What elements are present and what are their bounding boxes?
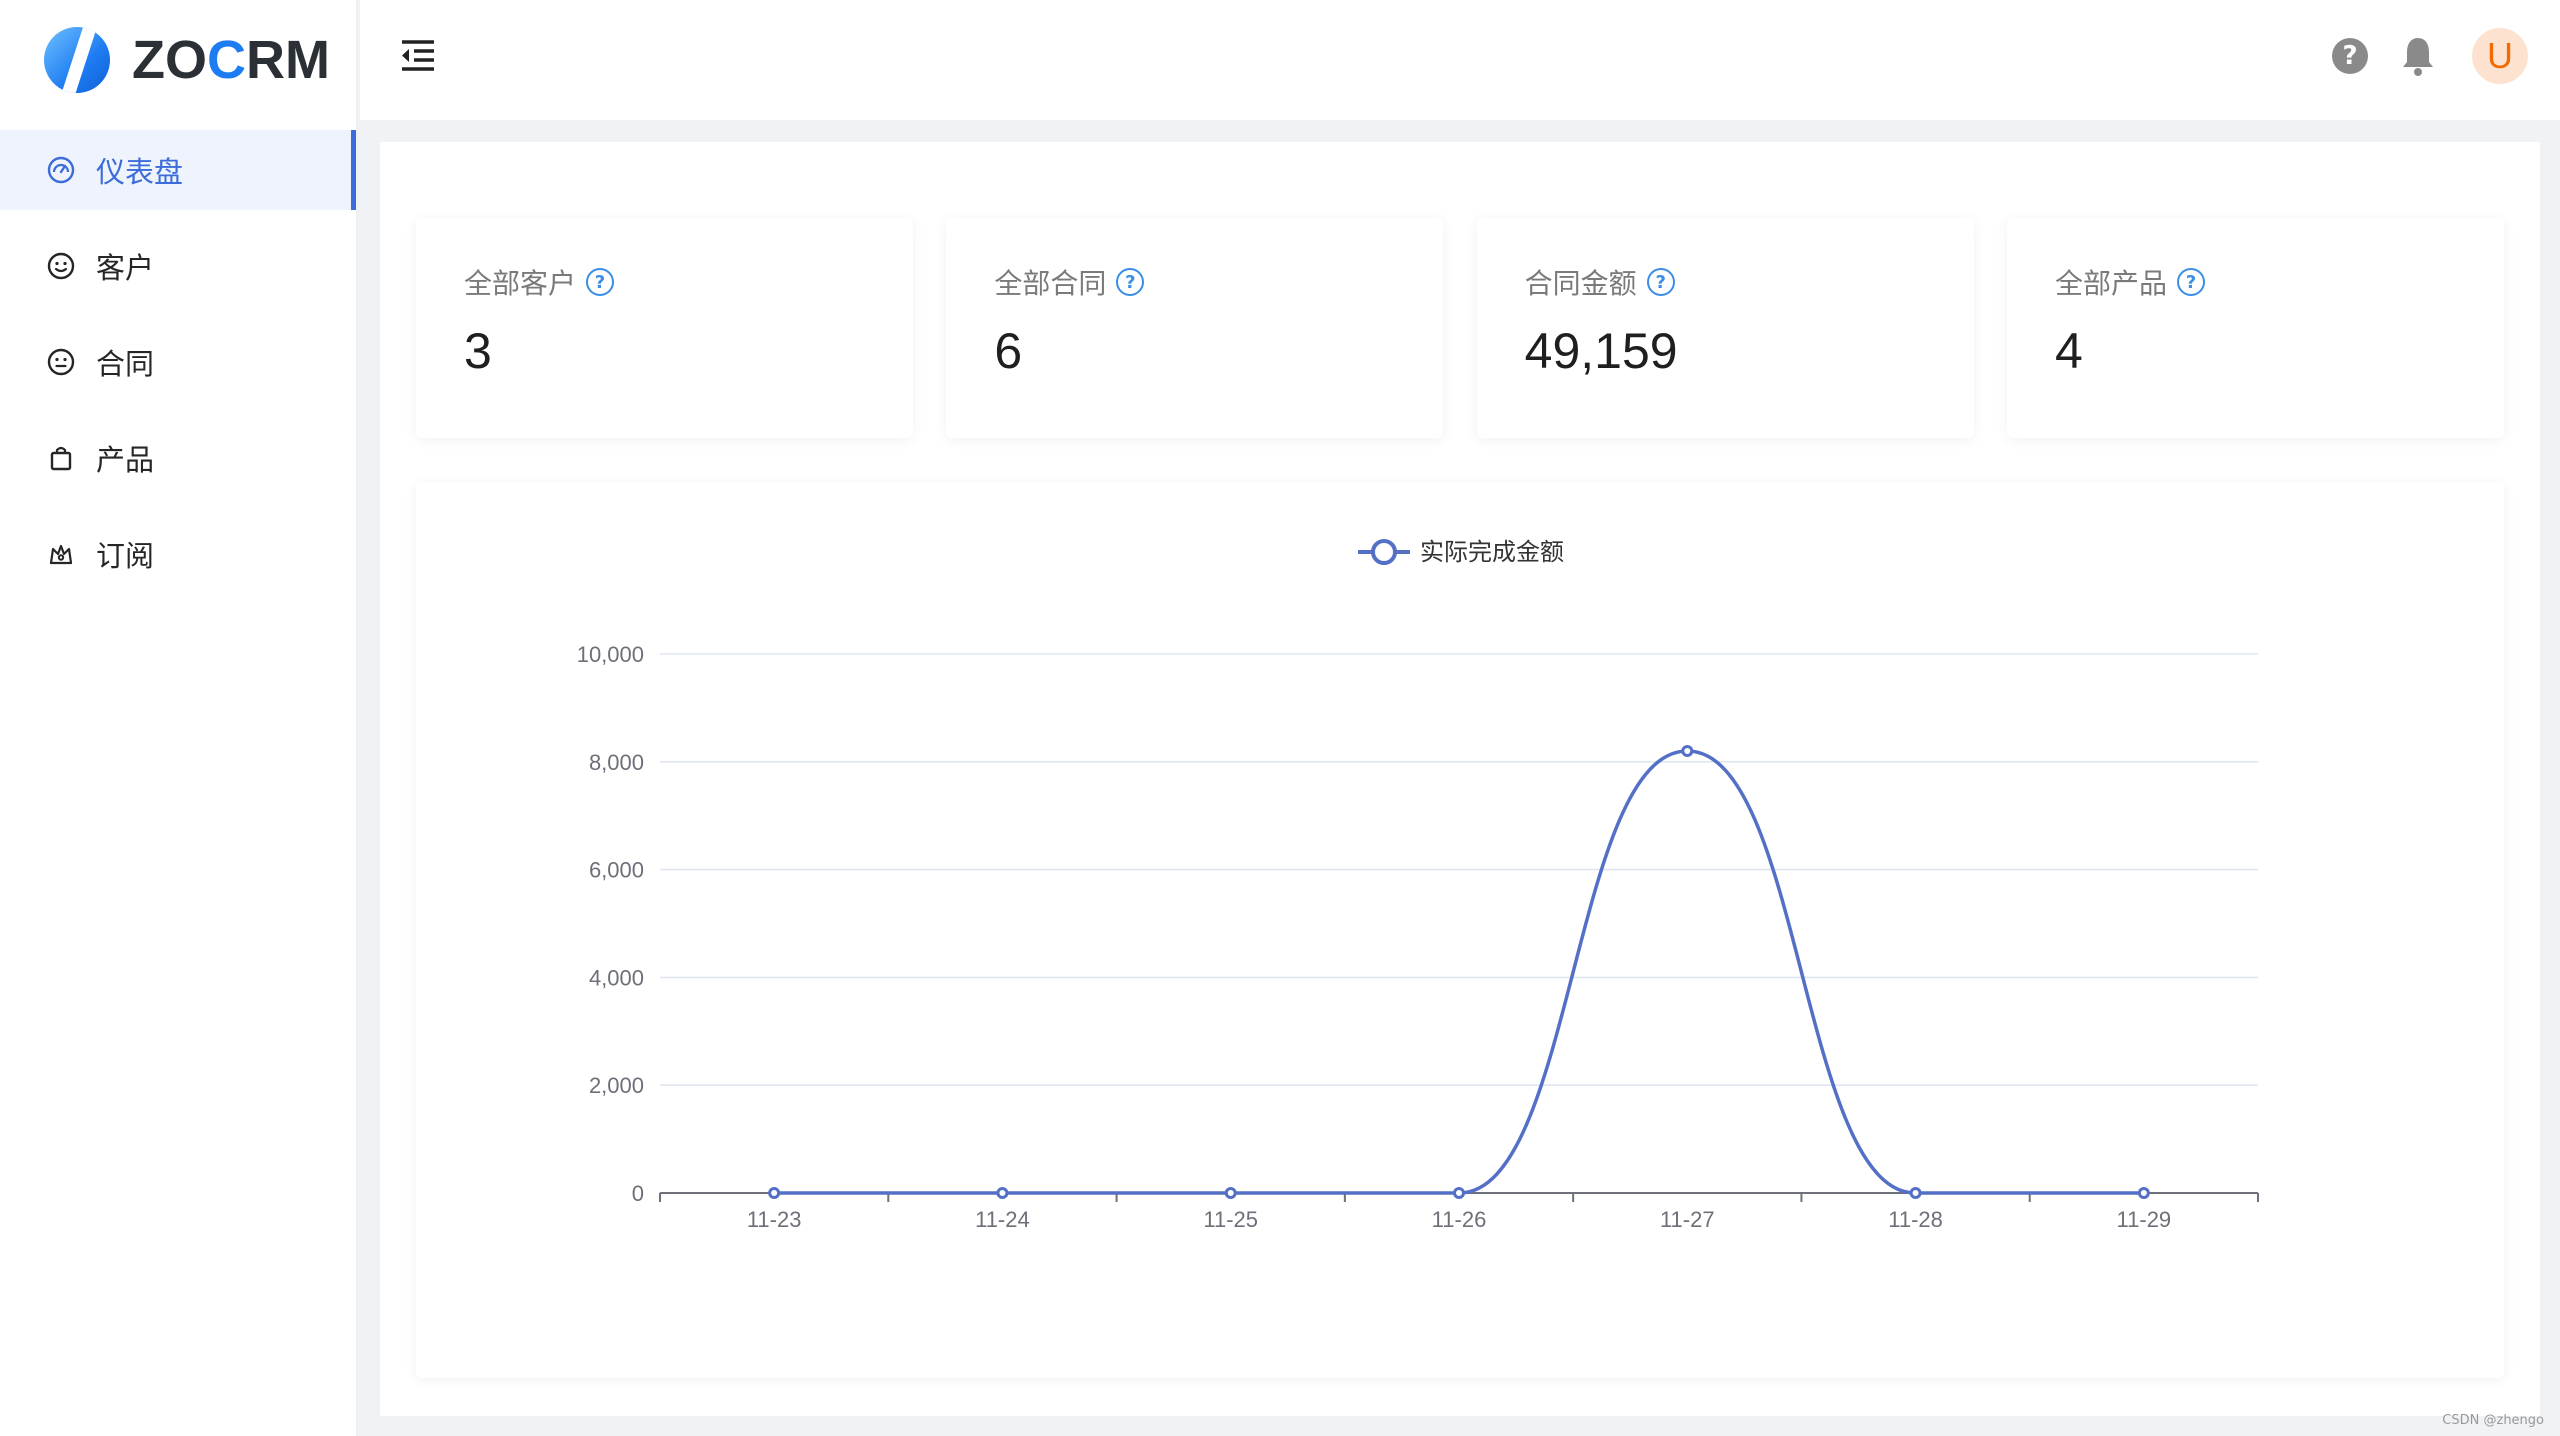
help-glyph: ? xyxy=(2342,41,2358,71)
header-actions: ? U xyxy=(2332,28,2528,84)
stat-card-contract-amount: 合同金额? 49,159 xyxy=(1476,218,1974,438)
series-line xyxy=(774,749,2144,1195)
x-tick-label: 11-25 xyxy=(1203,1207,1258,1232)
y-tick-label: 8,000 xyxy=(589,750,644,775)
question-circle-icon[interactable]: ? xyxy=(586,268,615,296)
sidebar-item-label: 合同 xyxy=(96,347,155,381)
stat-value: 6 xyxy=(994,323,1023,379)
crown-icon xyxy=(46,539,76,569)
stat-value: 4 xyxy=(2054,323,2083,379)
sidebar-item-label: 订阅 xyxy=(96,539,155,573)
sidebar-item-dashboard[interactable]: 仪表盘 xyxy=(0,130,356,210)
sidebar-item-label: 仪表盘 xyxy=(96,155,184,189)
stat-card-customers: 全部客户? 3 xyxy=(416,218,913,438)
x-tick-label: 11-24 xyxy=(975,1207,1030,1232)
sidebar-item-label: 客户 xyxy=(96,251,155,285)
dashboard-icon xyxy=(46,155,76,185)
menu-fold-icon[interactable] xyxy=(398,36,438,76)
shopping-bag-icon xyxy=(46,443,76,473)
logo[interactable]: ZOCRM xyxy=(0,0,356,120)
data-point xyxy=(1224,1187,1237,1199)
question-circle-icon[interactable]: ? xyxy=(1646,268,1675,296)
y-tick-label: 0 xyxy=(632,1181,644,1206)
main-content: 全部客户? 3 全部合同? 6 合同金额? 49,159 全部产品? 4 0 2,… xyxy=(380,142,2540,1416)
stat-title: 全部合同? xyxy=(994,262,1395,302)
sidebar: ZOCRM 仪表盘 客户 合同 产品 xyxy=(0,0,358,1436)
stat-card-contracts: 全部合同? 6 xyxy=(946,218,1444,438)
logo-mark-icon xyxy=(44,27,110,93)
data-point xyxy=(1453,1187,1465,1199)
sidebar-item-label: 产品 xyxy=(96,443,155,477)
meh-icon xyxy=(46,347,76,377)
user-avatar[interactable]: U xyxy=(2472,28,2528,84)
y-tick-label: 10,000 xyxy=(577,642,644,667)
data-point xyxy=(996,1187,1009,1199)
line-chart: 0 2,000 4,000 6,000 8,000 10,000 11-23 11-24 11-… xyxy=(577,538,2259,1232)
x-tick-label: 11-27 xyxy=(1660,1207,1715,1232)
sidebar-item-contracts[interactable]: 合同 xyxy=(0,322,356,402)
bell-icon[interactable] xyxy=(2398,34,2438,78)
top-header: ? U xyxy=(360,0,2560,120)
sidebar-item-products[interactable]: 产品 xyxy=(0,418,356,498)
question-circle-icon[interactable]: ? xyxy=(1116,268,1145,296)
stat-value: 49,159 xyxy=(1524,323,1678,379)
x-tick-label: 11-23 xyxy=(747,1207,802,1232)
y-tick-label: 4,000 xyxy=(589,965,644,990)
sidebar-menu: 仪表盘 客户 合同 产品 订阅 xyxy=(0,130,356,594)
stat-title: 全部客户? xyxy=(464,262,865,302)
stat-title: 全部产品? xyxy=(2055,262,2456,302)
stat-cards: 全部客户? 3 全部合同? 6 合同金额? 49,159 全部产品? 4 xyxy=(416,218,2504,438)
stat-title: 合同金额? xyxy=(1525,262,1926,302)
line-chart-card: 0 2,000 4,000 6,000 8,000 10,000 11-23 11-24 11-… xyxy=(416,482,2504,1378)
smile-icon xyxy=(46,251,76,281)
help-icon[interactable]: ? xyxy=(2332,38,2368,74)
data-point xyxy=(768,1187,781,1199)
question-circle-icon[interactable]: ? xyxy=(2177,268,2205,296)
sidebar-item-customers[interactable]: 客户 xyxy=(0,226,356,306)
stat-card-products: 全部产品? 4 xyxy=(2006,218,2504,438)
legend-marker xyxy=(1371,539,1397,565)
sidebar-item-subscriptions[interactable]: 订阅 xyxy=(0,514,356,594)
logo-text: ZOCRM xyxy=(132,30,330,90)
x-tick-label: 11-29 xyxy=(2117,1207,2172,1232)
y-tick-label: 2,000 xyxy=(589,1073,644,1098)
data-point xyxy=(1909,1187,1922,1199)
x-tick-label: 11-28 xyxy=(1888,1207,1943,1232)
legend-label: 实际完成金额 xyxy=(1420,538,1564,566)
avatar-letter: U xyxy=(2487,35,2513,76)
data-point xyxy=(2137,1187,2150,1199)
y-tick-label: 6,000 xyxy=(589,858,644,883)
stat-value: 3 xyxy=(464,323,492,379)
watermark: CSDN @zhengo xyxy=(2442,1413,2544,1428)
data-point xyxy=(1681,745,1694,758)
x-tick-label: 11-26 xyxy=(1432,1207,1487,1232)
